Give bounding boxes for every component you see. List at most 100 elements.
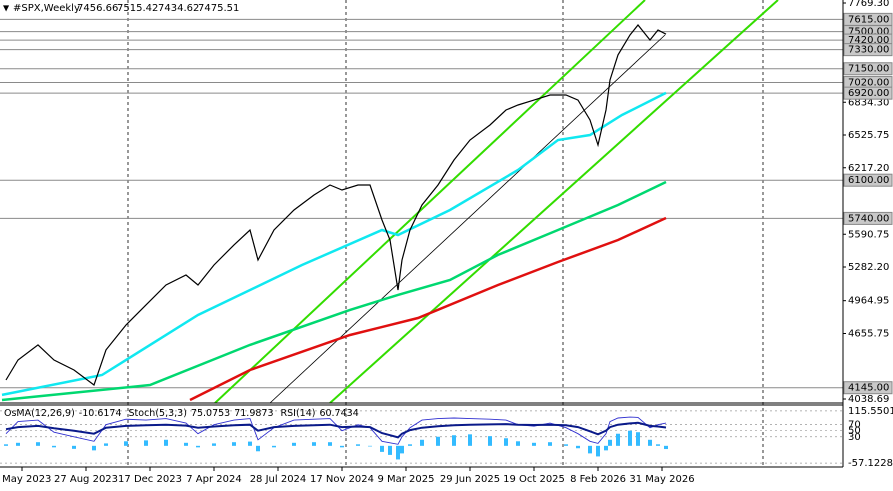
osma-bar: [272, 445, 276, 448]
x-tick-label: 7 Apr 2024: [186, 474, 241, 485]
y-tick-label: 6834.30: [848, 97, 889, 108]
osma-bar: [104, 443, 108, 446]
osma-bar: [488, 436, 492, 446]
osma-bar: [256, 445, 260, 452]
rsi-value: 60.7434: [319, 408, 358, 419]
indicator-tick-label: 30: [848, 432, 861, 443]
indicator-tick-label: 115.5501: [848, 406, 893, 417]
close: 7475.51: [198, 3, 239, 14]
level-box: [843, 62, 893, 76]
y-tick-label: 5282.20: [848, 262, 889, 273]
osma-bar: [604, 445, 608, 451]
level-box: [843, 173, 893, 187]
x-tick-label: 28 Jul 2024: [250, 474, 307, 485]
low: 7434.62: [158, 3, 199, 14]
x-tick-label: 31 May 2026: [629, 474, 694, 485]
price-panel: [0, 0, 843, 403]
osma-bar: [588, 445, 592, 454]
y-tick-label: 6525.75: [848, 130, 889, 141]
osma-bar: [396, 445, 400, 460]
osma-bar: [504, 438, 508, 446]
osma-bar: [328, 442, 332, 446]
indicator-tick-label: 70: [848, 420, 861, 431]
level-label: 7615.00: [848, 14, 889, 25]
moving-average: [1, 91, 667, 397]
osma-bar: [196, 445, 200, 448]
osma-bar: [608, 439, 612, 446]
y-tick-label: 7769.30: [848, 0, 889, 9]
x-tick-label: 29 Jun 2025: [440, 474, 500, 485]
level-box: [843, 381, 893, 395]
osma-bar: [468, 434, 472, 446]
y-tick-label: 4964.95: [848, 296, 889, 307]
osma-bar: [596, 445, 600, 457]
osma-bar: [664, 445, 668, 450]
indicator-tick-label: -57.1228: [848, 458, 893, 469]
osma-bar: [548, 442, 552, 446]
osma-bar: [356, 444, 360, 446]
y-tick-label: 6217.20: [848, 163, 889, 174]
x-tick-label: 9 Mar 2025: [377, 474, 434, 485]
x-tick-label: 17 Dec 2023: [118, 474, 182, 485]
trendline: [329, 0, 779, 403]
stoch-value: 75.0753: [191, 408, 230, 419]
osma-bar: [452, 435, 456, 446]
osma-value: -10.6174: [79, 408, 122, 419]
osma-bar: [420, 439, 424, 446]
open: 7456.66: [77, 3, 118, 14]
osma-bar: [388, 445, 392, 455]
y-tick-label: 4038.69: [848, 394, 889, 405]
osma-bar: [576, 445, 580, 449]
osma-bar: [628, 430, 632, 446]
x-tick-label: 8 Feb 2026: [570, 474, 626, 485]
stoch-line: [5, 416, 667, 445]
osma-bar: [16, 442, 20, 446]
rsi-label: RSI(14): [281, 408, 316, 419]
level-box: [843, 211, 893, 225]
osma-bar: [408, 444, 412, 446]
indicator-panel: [0, 410, 843, 464]
osma-bar: [380, 445, 384, 452]
osma-bar: [636, 432, 640, 446]
osma-bar: [212, 443, 216, 446]
level-box: [843, 86, 893, 100]
level-label: 7420.00: [848, 35, 889, 46]
osma-bar: [144, 440, 148, 446]
osma-bar: [184, 442, 188, 446]
moving-average: [1, 180, 667, 402]
high: 7515.42: [117, 3, 158, 14]
osma-bar: [124, 441, 128, 446]
level-label: 4145.00: [848, 383, 889, 394]
trendline: [269, 34, 666, 403]
osma-bar: [656, 444, 660, 446]
osma-bar: [436, 436, 440, 446]
rsi-line: [5, 421, 667, 439]
osma-bar: [340, 445, 344, 448]
y-tick-label: 4655.75: [848, 328, 889, 339]
indicator-tick-label: 50: [848, 426, 861, 437]
collapse-arrow[interactable]: ▼: [3, 4, 10, 13]
level-label: 5740.00: [848, 213, 889, 224]
osma-bar: [400, 445, 404, 454]
x-tick-label: 27 Aug 2023: [54, 474, 118, 485]
moving-average: [189, 216, 667, 402]
osma-bar: [248, 441, 252, 446]
level-label: 6920.00: [848, 88, 889, 99]
osma-bar: [232, 442, 236, 446]
level-label: 7150.00: [848, 64, 889, 75]
osma-bar: [36, 442, 40, 446]
osma-bar: [532, 442, 536, 446]
stoch-signal: 71.9873: [234, 408, 273, 419]
osma-label: OsMA(12,26,9): [4, 408, 75, 419]
osma-bar: [516, 441, 520, 446]
trendline: [214, 0, 646, 403]
osma-bar: [312, 442, 316, 446]
osma-bar: [368, 445, 372, 447]
osma-bar: [616, 433, 620, 446]
osma-bar: [564, 444, 568, 446]
osma-bar: [92, 445, 96, 451]
osma-bar: [72, 445, 76, 449]
osma-bar: [164, 439, 168, 446]
price-line: [5, 24, 667, 386]
